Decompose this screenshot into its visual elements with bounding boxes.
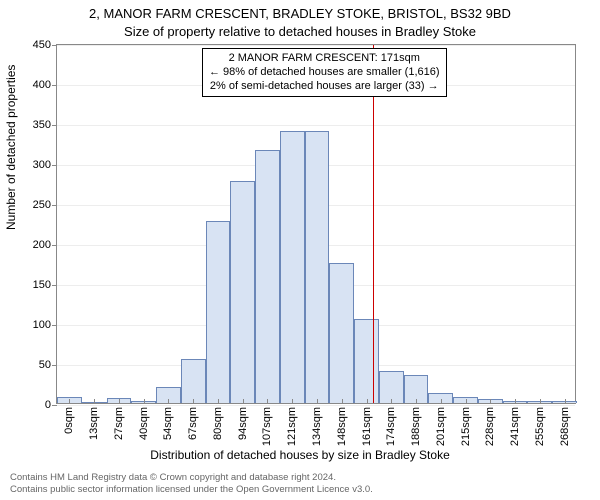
histogram-bar — [280, 131, 305, 403]
property-marker-line — [373, 45, 374, 403]
x-tick: 94sqm — [237, 407, 249, 440]
footer-line-2: Contains public sector information licen… — [10, 484, 373, 496]
y-tick: 350 — [33, 119, 51, 131]
y-tick: 300 — [33, 159, 51, 171]
y-tick: 150 — [33, 279, 51, 291]
annotation-box: 2 MANOR FARM CRESCENT: 171sqm← 98% of de… — [202, 48, 447, 97]
x-tick: 54sqm — [162, 407, 174, 440]
annotation-line-2: ← 98% of detached houses are smaller (1,… — [209, 66, 440, 80]
histogram-bar — [354, 319, 379, 403]
histogram-bar — [255, 150, 280, 403]
annotation-line-1: 2 MANOR FARM CRESCENT: 171sqm — [209, 52, 440, 66]
histogram-bar — [206, 221, 231, 403]
x-tick: 228sqm — [484, 407, 496, 446]
y-tick: 250 — [33, 199, 51, 211]
x-tick: 107sqm — [261, 407, 273, 446]
x-axis-label: Distribution of detached houses by size … — [0, 448, 600, 462]
x-tick: 255sqm — [534, 407, 546, 446]
x-tick: 67sqm — [187, 407, 199, 440]
chart-subtitle: Size of property relative to detached ho… — [0, 24, 600, 39]
x-tick: 0sqm — [63, 407, 75, 434]
y-tick: 100 — [33, 319, 51, 331]
footer-attribution: Contains HM Land Registry data © Crown c… — [10, 472, 373, 496]
chart-title: 2, MANOR FARM CRESCENT, BRADLEY STOKE, B… — [0, 6, 600, 21]
histogram-bar — [181, 359, 206, 403]
x-tick: 134sqm — [311, 407, 323, 446]
x-tick: 121sqm — [286, 407, 298, 446]
x-tick: 27sqm — [113, 407, 125, 440]
histogram-bar — [230, 181, 255, 403]
footer-line-1: Contains HM Land Registry data © Crown c… — [10, 472, 373, 484]
y-tick: 0 — [45, 399, 51, 411]
y-axis-label: Number of detached properties — [4, 65, 18, 230]
x-tick: 215sqm — [460, 407, 472, 446]
x-tick: 13sqm — [88, 407, 100, 440]
histogram-bar — [329, 263, 354, 403]
histogram-bar — [305, 131, 330, 403]
property-size-chart: 2, MANOR FARM CRESCENT, BRADLEY STOKE, B… — [0, 0, 600, 500]
y-tick: 450 — [33, 39, 51, 51]
x-tick: 40sqm — [138, 407, 150, 440]
x-tick: 161sqm — [361, 407, 373, 446]
x-tick: 241sqm — [509, 407, 521, 446]
x-tick: 174sqm — [385, 407, 397, 446]
x-tick: 80sqm — [212, 407, 224, 440]
annotation-line-3: 2% of semi-detached houses are larger (3… — [209, 80, 440, 94]
y-tick: 200 — [33, 239, 51, 251]
y-tick: 50 — [39, 359, 51, 371]
x-tick: 268sqm — [559, 407, 571, 446]
y-tick: 400 — [33, 79, 51, 91]
x-tick: 201sqm — [435, 407, 447, 446]
x-tick: 188sqm — [410, 407, 422, 446]
plot-area: 0501001502002503003504004500sqm13sqm27sq… — [56, 44, 576, 404]
x-tick: 148sqm — [336, 407, 348, 446]
